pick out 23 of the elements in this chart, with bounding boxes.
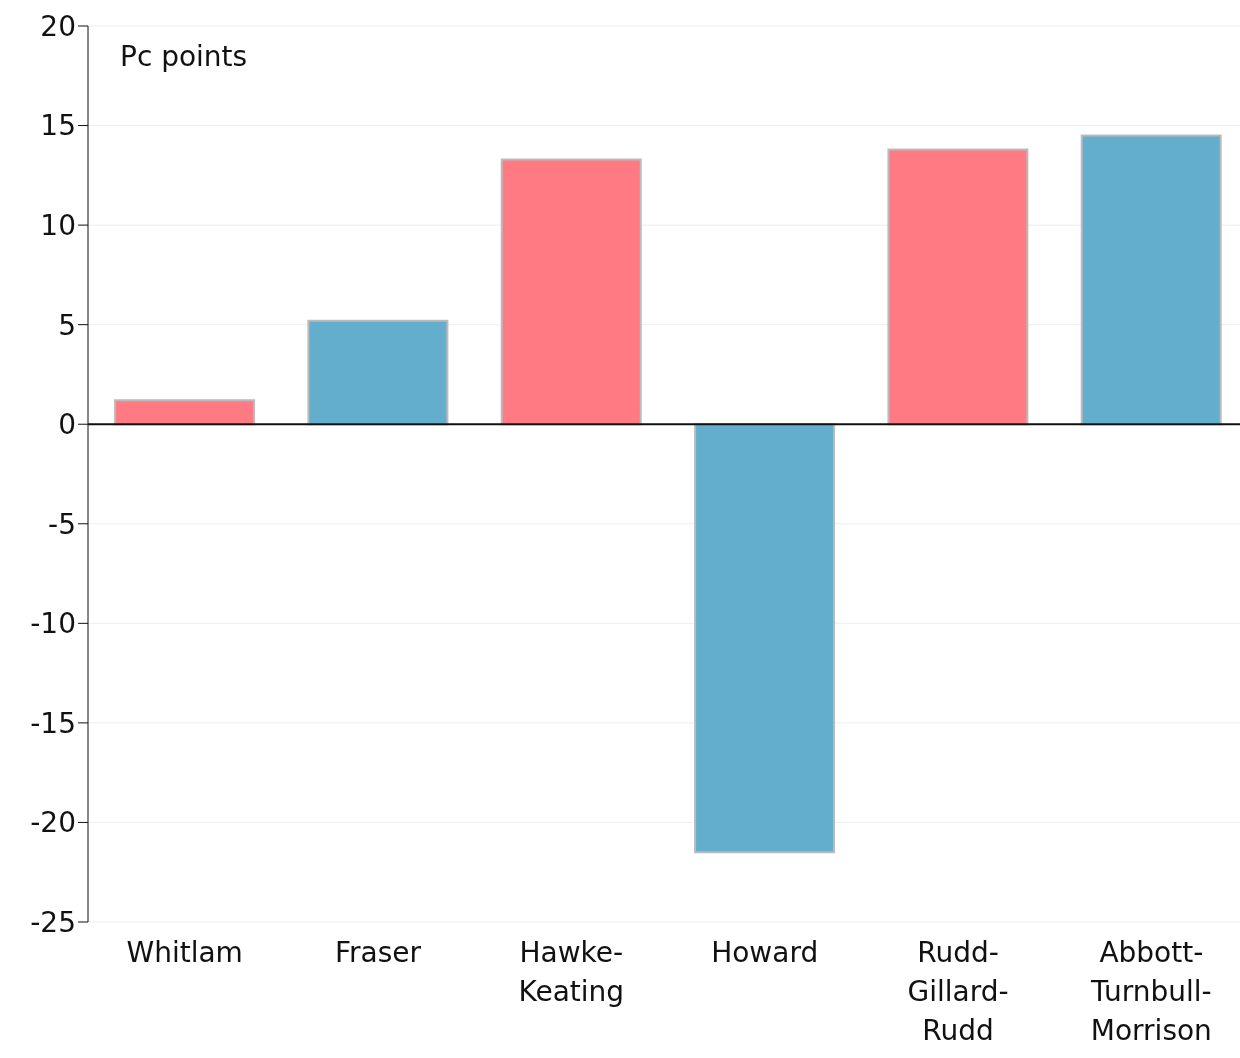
y-axis-title: Pc points [120, 40, 248, 73]
y-tick-label: -15 [30, 706, 76, 740]
x-tick-label: Whitlam [126, 936, 243, 969]
bar [1080, 134, 1222, 426]
y-tick-label: 15 [40, 109, 76, 143]
x-tick-label: Fraser [334, 936, 422, 969]
y-tick-label: -20 [30, 806, 76, 840]
bar [694, 423, 836, 854]
bar [500, 158, 642, 426]
y-tick-label: 0 [58, 408, 76, 442]
y-tick-label: 10 [40, 209, 76, 243]
y-tick-label: -10 [30, 607, 76, 641]
x-tick-label: Abbott-Turnbull-Morrison [1090, 936, 1212, 1047]
y-tick-label: 20 [40, 9, 76, 43]
x-tick-label: Rudd-Gillard-Rudd [907, 936, 1009, 1047]
x-tick-label: Howard [711, 936, 819, 969]
y-tick-label: -5 [48, 507, 76, 541]
bar [114, 399, 256, 426]
bar [307, 319, 449, 426]
bar [887, 148, 1029, 426]
y-tick-label: -25 [30, 905, 76, 939]
y-tick-label: 5 [58, 308, 76, 342]
x-tick-label: Hawke-Keating [518, 936, 625, 1008]
